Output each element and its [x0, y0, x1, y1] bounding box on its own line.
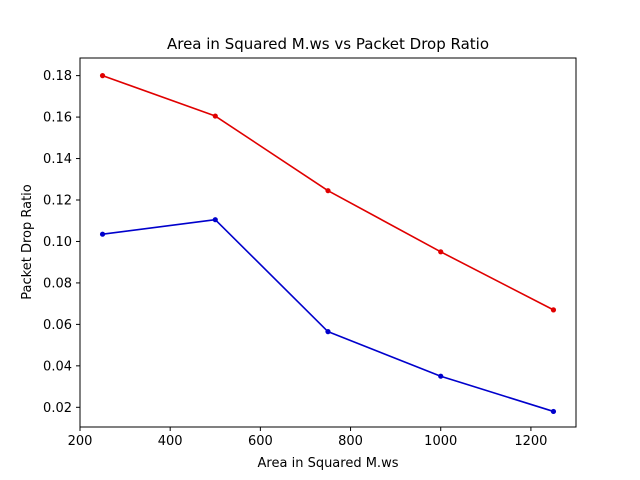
y-tick-label: 0.10: [43, 235, 72, 250]
series-1-point: [550, 307, 557, 313]
x-tick-label: 1000: [424, 434, 457, 449]
y-tick-label: 0.06: [43, 318, 72, 333]
x-tick-label: 800: [338, 434, 363, 449]
y-axis-label: Packet Drop Ratio: [20, 184, 35, 299]
x-tick-label: 400: [158, 434, 183, 449]
y-tick-label: 0.02: [43, 401, 72, 416]
x-axis-label: Area in Squared M.ws: [258, 456, 399, 471]
x-tick-label: 1200: [514, 434, 547, 449]
y-tick-label: 0.18: [43, 69, 72, 84]
plot-area: 200 400 600 800 1000 1200 0.02 0.04 0.06 0.08 0.10…: [43, 57, 577, 449]
y-tick-label: 0.14: [43, 152, 72, 167]
x-tick-label: 600: [248, 434, 273, 449]
y-tick-label: 0.08: [43, 276, 72, 291]
y-tick-label: 0.12: [43, 194, 72, 209]
x-tick-label: 200: [68, 434, 93, 449]
series-1-point: [99, 73, 106, 79]
y-tick-label: 0.04: [43, 359, 72, 374]
series-1-point: [325, 188, 331, 194]
series-2-point: [212, 217, 218, 223]
series-2-point: [438, 373, 444, 379]
series-1-point: [438, 249, 444, 255]
y-tick-label: 0.16: [43, 111, 72, 126]
series-2-point: [325, 329, 331, 335]
series-2-point: [550, 408, 557, 415]
axes-frame: [79, 57, 577, 428]
series-1-point: [212, 113, 218, 119]
series-2-point: [99, 231, 106, 237]
series-line-2: [102, 218, 554, 413]
chart-title: Area in Squared M.ws vs Packet Drop Rati…: [167, 35, 489, 53]
